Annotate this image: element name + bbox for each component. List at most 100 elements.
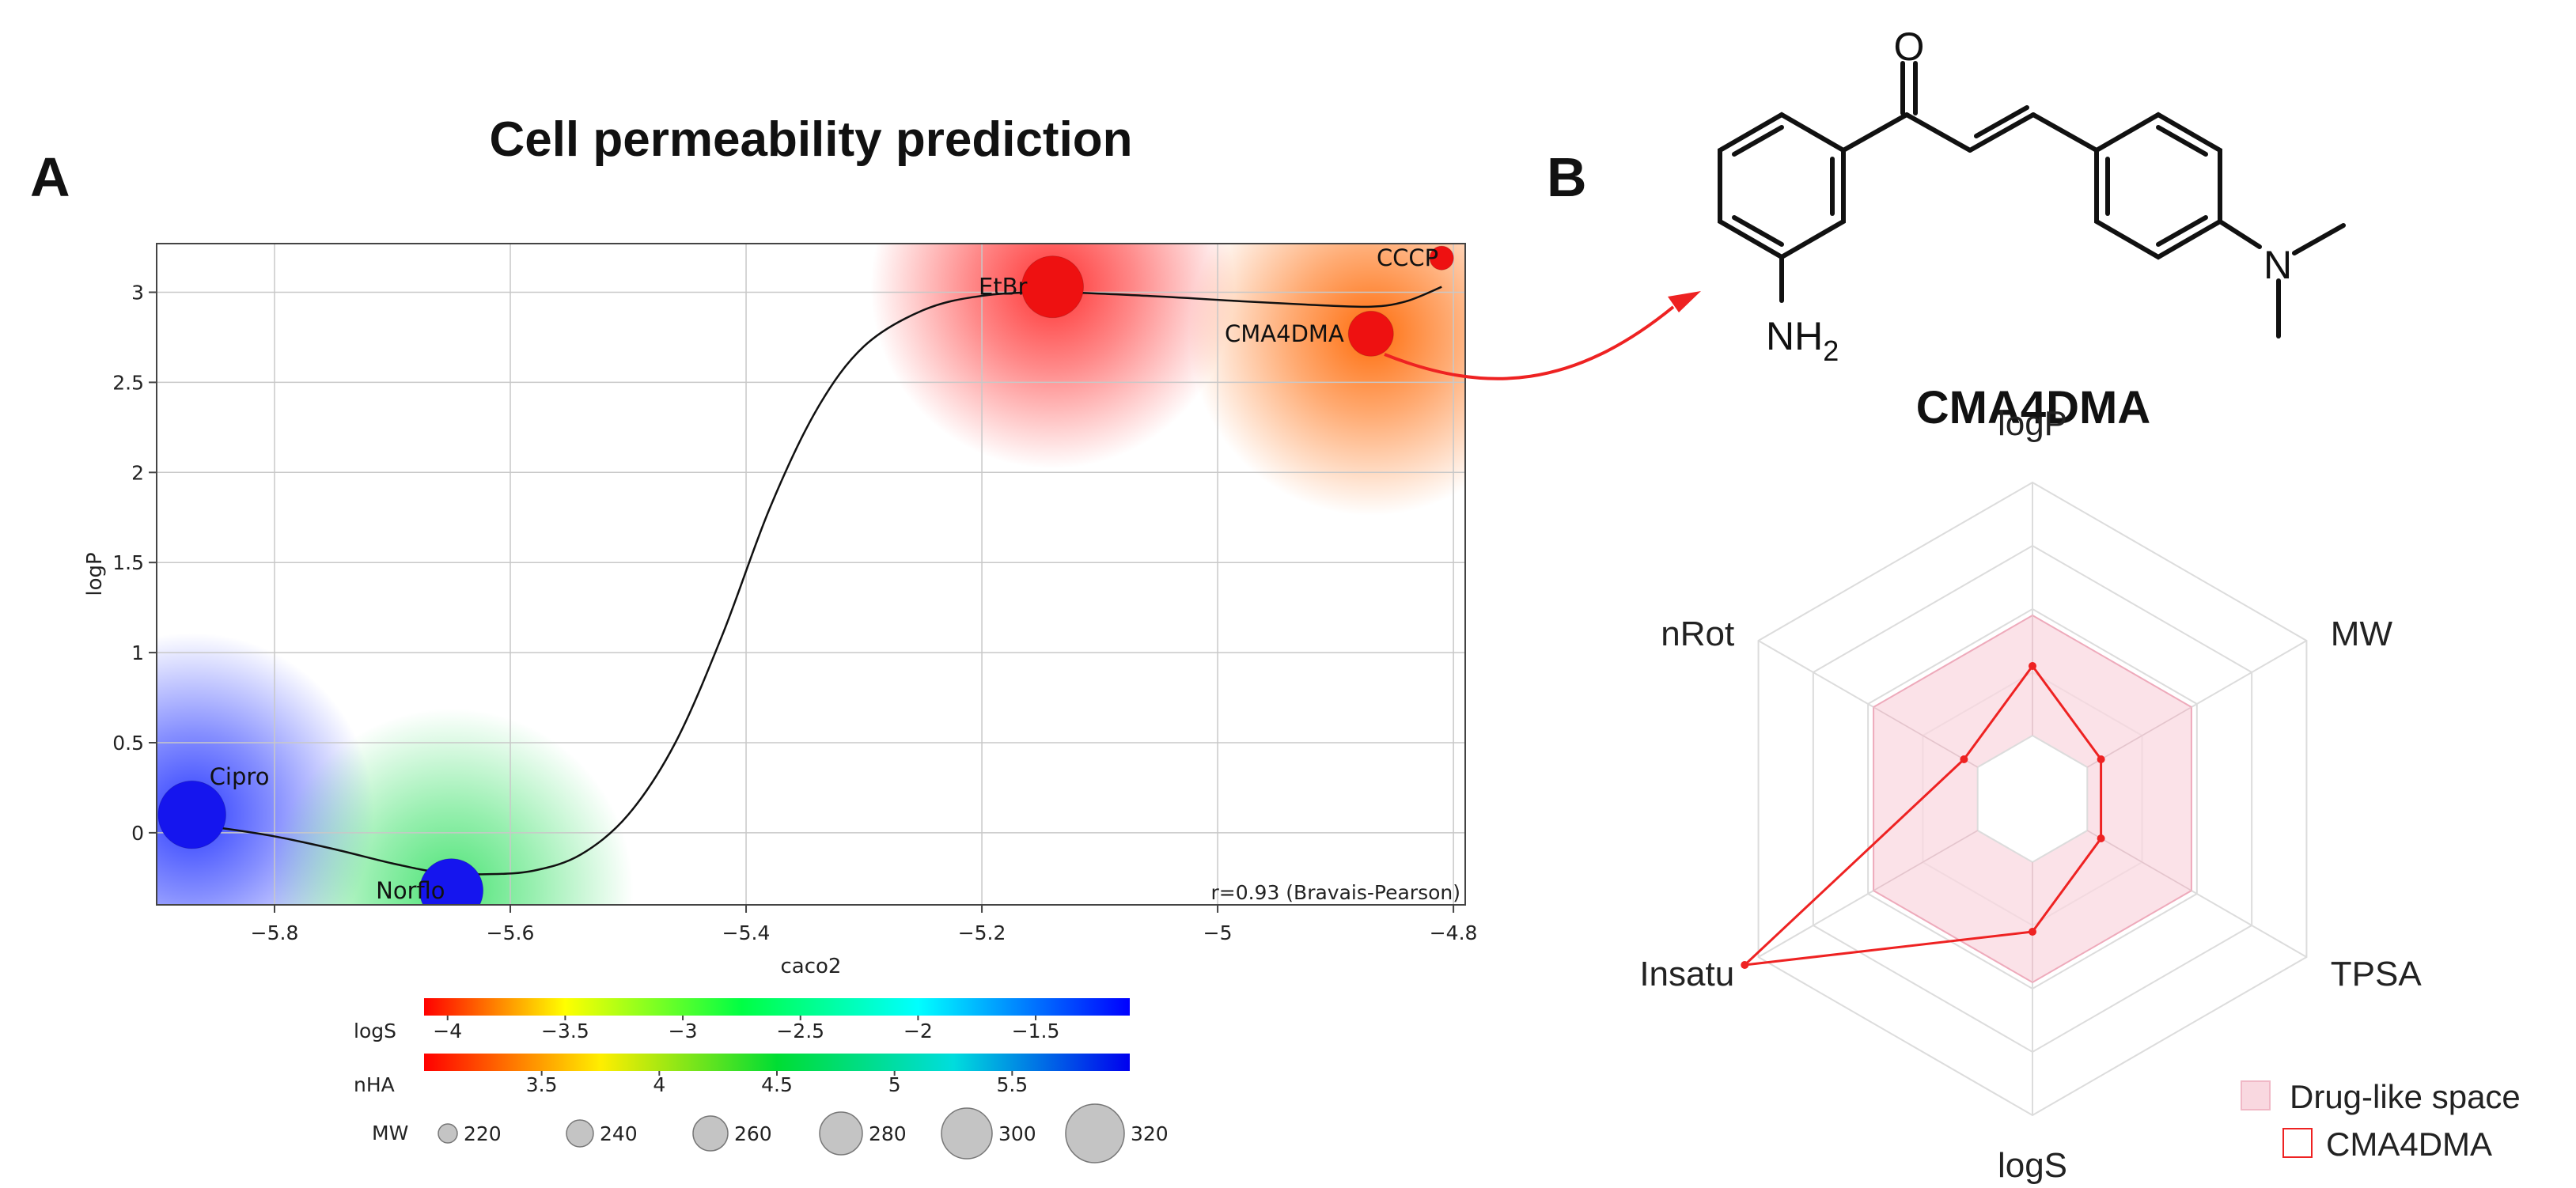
mw-tick-label: 240 [600,1122,638,1145]
mw-tick-label: 260 [734,1122,772,1145]
mw-tick-label: 320 [1131,1122,1169,1145]
radar-spoke-segment [1873,706,1979,768]
nha-colorbar [424,1054,1130,1071]
radar-ring [1867,607,2198,990]
nha-tick-label: 3.5 [526,1073,558,1096]
radar-ring [1757,481,2308,1117]
right-ring-double-bond [2156,125,2208,157]
radar-spoke-segment [2086,706,2192,768]
molecule-name: CMA4DMA [1916,382,2150,433]
nha-legend-label: nHA [354,1073,395,1096]
x-tick-label: −4.8 [1430,921,1478,944]
x-tick-label: −5.6 [487,921,535,944]
nha-tick-label: 4.5 [761,1073,793,1096]
left-ring-double-bond [1732,125,1784,157]
point-label-etbr: EtBr [979,274,1028,301]
logs-colorbar [424,998,1130,1016]
panel-label-b: B [1547,146,1587,208]
right-ring-double-bond [2156,215,2208,247]
logs-tick-label: −3.5 [541,1020,589,1042]
chain-bond [2031,112,2099,153]
nitrogen-atom: N [2263,243,2292,287]
point-norflo [419,858,484,905]
methyl-bond [2292,223,2346,255]
y-tick-label: 2 [131,461,144,484]
radar-spoke-segment [1873,830,1979,891]
x-tick-label: −5.2 [958,921,1006,944]
panel-label-a: A [30,146,70,208]
right-benzene-ring [2094,112,2222,260]
point-label-cipro: Cipro [210,763,270,790]
y-tick-label: 1 [131,641,144,664]
molecule-structure [1718,61,2346,339]
scatter-plot: −5.8 −5.6 −5.4 −5.2 −5 −4.8 0 0.5 1 1.5 2 2.5 3 cac… [83,243,1478,978]
point-etbr [1021,255,1085,319]
point-label-cccp: CCCP [1377,244,1438,271]
y-tick-label: 3 [131,282,144,305]
mw-size-marker [692,1115,729,1152]
logs-legend-label: logS [354,1020,396,1042]
radar-legend: Drug-like space CMA4DMA [2241,1078,2521,1163]
mw-tick-label: 300 [998,1122,1036,1145]
legend-label-cma4dma: CMA4DMA [2326,1126,2492,1163]
point-cccp [1429,245,1454,271]
x-axis: −5.8 −5.6 −5.4 −5.2 −5 −4.8 [251,905,1478,944]
mw-size-marker [1065,1103,1125,1163]
nha-tick-label: 4 [653,1073,665,1096]
y-tick-label: 1.5 [112,551,144,574]
scatter-legend: logS nHA MW −4 −3.5 −3 −2.5 −2 −1.5 3.5 4 4.5 5 5.… [354,998,1169,1163]
nha-tick-label: 5.5 [996,1073,1028,1096]
logs-tick-label: −2.5 [776,1020,824,1042]
chain-bond [1904,112,1972,153]
y-axis-label: logP [83,552,107,596]
legend-label-drug-like: Drug-like space [2290,1078,2521,1115]
carbonyl-bond [1841,112,1909,153]
point-layer [157,245,1454,905]
x-tick-label: −5.4 [722,921,771,944]
mw-size-marker [941,1107,993,1160]
chart-title: Cell permeability prediction [489,112,1132,167]
logs-tick-label: −4 [433,1020,462,1042]
mw-size-marker [566,1119,594,1148]
mw-legend-label: MW [372,1122,408,1144]
x-axis-label: caco2 [781,955,842,978]
pointer-arrow [1384,305,1675,380]
legend-ticks: −4 −3.5 −3 −2.5 −2 −1.5 3.5 4 4.5 5 5.5 220 240 260 28… [433,1016,1169,1163]
point-label-norflo: Norflo [376,877,445,904]
y-tick-label: 2.5 [112,371,144,394]
pointer-arrowhead [1668,291,1701,312]
left-benzene-ring [1718,112,1846,260]
y-tick-label: 0.5 [112,732,144,755]
y-axis: 0 0.5 1 1.5 2 2.5 3 [112,282,157,845]
grid [157,244,1465,905]
radar-ring [1812,544,2253,1054]
radar-chart: logP MW TPSA logS Insatu nRot [1639,404,2422,1185]
cma4dma-vertex [1960,755,1968,763]
logs-tick-label: −3 [669,1020,698,1042]
trend-curve [180,286,1442,876]
mw-tick-label: 220 [464,1122,502,1145]
point-cma4dma [1347,310,1394,357]
radar-axis-label: nRot [1661,615,1734,653]
cma4dma-vertex [2097,834,2105,842]
alkene-double-bond [1974,105,2029,138]
correlation-annotation: r=0.93 (Bravais-Pearson) [1210,881,1460,904]
cma4dma-vertex [2029,928,2036,936]
radar-axis-label: MW [2331,615,2393,653]
cma4dma-vertex [1741,961,1749,969]
radar-spoke-segment [2086,830,2192,891]
y-tick-label: 0 [131,822,144,845]
cma4dma-vertex [2029,662,2036,670]
oxygen-atom: O [1894,25,1925,69]
amine-subscript: 2 [1823,335,1839,367]
logs-tick-label: −2 [903,1020,933,1042]
x-tick-label: −5.8 [251,921,299,944]
logs-tick-label: −1.5 [1012,1020,1060,1042]
point-cipro [157,780,227,849]
mw-size-marker [819,1111,863,1156]
halo-cma4dma [1188,244,1465,516]
alkene-bond [1968,112,2036,153]
dimethylamino-bond [2218,219,2262,249]
left-ring-double-bond [1732,215,1784,247]
